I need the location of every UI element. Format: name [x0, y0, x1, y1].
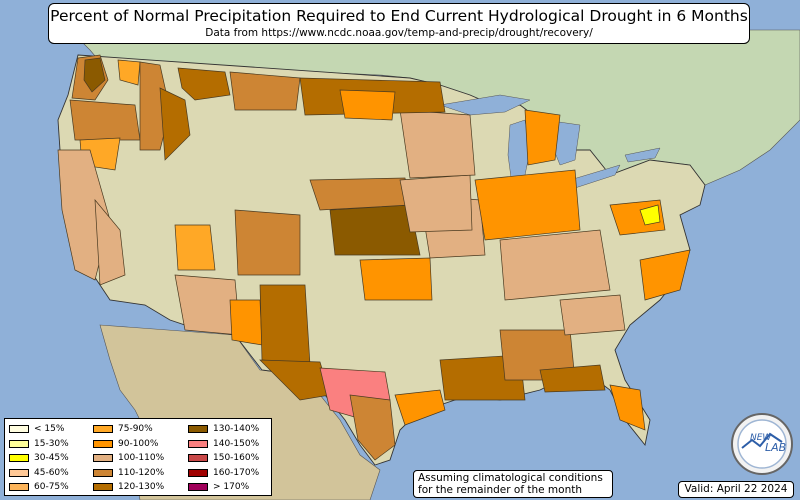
logo-text-right: LAB — [765, 441, 786, 454]
drought-region — [559, 294, 626, 336]
logo-text-left: NEW — [750, 433, 772, 443]
drought-region — [174, 224, 216, 271]
title-box: Percent of Normal Precipitation Required… — [48, 3, 750, 44]
lake-superior — [439, 94, 531, 116]
legend: < 15% 15-30% 30-45% 45-60% 60-75% 75-90% 90-10… — [4, 418, 272, 496]
drought-region — [234, 209, 301, 276]
drought-region — [499, 229, 611, 301]
legend-item: 60-75% — [9, 481, 69, 493]
drought-region — [309, 177, 411, 211]
legend-label: 160-170% — [213, 467, 260, 478]
legend-label: 60-75% — [34, 482, 69, 492]
legend-item: 30-45% — [9, 452, 69, 464]
legend-item: 110-120% — [93, 467, 164, 479]
drought-region — [117, 59, 141, 86]
drought-region — [69, 99, 141, 141]
legend-item: > 170% — [188, 481, 249, 493]
assumption-note: Assuming climatological conditions for t… — [413, 470, 613, 498]
legend-label: 15-30% — [34, 438, 69, 449]
map-subtitle: Data from https://www.ncdc.noaa.gov/temp… — [205, 27, 593, 39]
legend-label: 45-60% — [34, 467, 69, 478]
drought-region — [159, 87, 191, 161]
legend-item: 90-100% — [93, 438, 158, 450]
lake-ontario — [624, 147, 661, 163]
drought-region — [229, 71, 301, 111]
drought-region — [474, 169, 581, 241]
drought-region — [83, 57, 106, 93]
note-line-1: Assuming climatological conditions — [418, 472, 603, 484]
legend-swatch — [93, 483, 113, 491]
legend-label: 150-160% — [213, 453, 260, 463]
legend-swatch — [9, 425, 29, 433]
legend-label: 100-110% — [118, 453, 165, 463]
legend-swatch — [9, 439, 29, 448]
legend-item: 160-170% — [188, 467, 259, 479]
legend-swatch — [93, 454, 113, 462]
drought-region — [609, 384, 646, 431]
legend-swatch — [9, 468, 29, 477]
legend-swatch — [188, 454, 208, 462]
legend-item: 45-60% — [9, 467, 69, 479]
legend-swatch — [188, 439, 208, 448]
drought-region — [94, 198, 126, 286]
legend-label: 140-150% — [213, 438, 260, 449]
legend-label: > 170% — [213, 482, 250, 492]
legend-item: 150-160% — [188, 452, 259, 464]
drought-region — [539, 364, 606, 393]
legend-swatch — [93, 468, 113, 477]
drought-region — [349, 394, 396, 461]
drought-region-layer — [57, 54, 691, 461]
legend-swatch — [188, 483, 208, 491]
drought-region — [524, 109, 561, 166]
drought-region — [399, 109, 476, 179]
legend-item: 15-30% — [9, 438, 69, 450]
drought-region — [639, 204, 661, 226]
legend-item: 130-140% — [188, 423, 259, 435]
drought-region — [177, 67, 231, 101]
legend-item: 120-130% — [93, 481, 164, 493]
drought-region — [359, 257, 433, 301]
newlab-logo-icon: NEW LAB — [731, 413, 793, 475]
drought-region — [399, 174, 473, 233]
legend-swatch — [188, 468, 208, 477]
legend-label: 30-45% — [34, 453, 69, 463]
legend-swatch — [9, 454, 29, 462]
drought-region — [229, 299, 263, 346]
legend-label: 130-140% — [213, 424, 260, 434]
legend-label: < 15% — [34, 424, 65, 434]
legend-swatch — [93, 425, 113, 433]
map-title: Percent of Normal Precipitation Required… — [50, 7, 748, 25]
legend-label: 110-120% — [118, 467, 165, 478]
legend-label: 75-90% — [118, 424, 153, 434]
valid-date: Valid: April 22 2024 — [678, 481, 794, 498]
drought-region — [394, 389, 446, 426]
legend-item: 140-150% — [188, 438, 259, 450]
note-line-2: for the remainder of the month — [418, 484, 583, 496]
drought-region — [57, 149, 111, 281]
drought-region — [259, 284, 311, 366]
drought-region — [339, 89, 396, 121]
legend-item: < 15% — [9, 423, 64, 435]
drought-region — [639, 249, 691, 301]
legend-swatch — [9, 483, 29, 491]
legend-item: 100-110% — [93, 452, 164, 464]
legend-swatch — [93, 439, 113, 448]
legend-swatch — [188, 425, 208, 433]
legend-label: 90-100% — [118, 438, 159, 449]
legend-item: 75-90% — [93, 423, 153, 435]
legend-label: 120-130% — [118, 482, 165, 492]
